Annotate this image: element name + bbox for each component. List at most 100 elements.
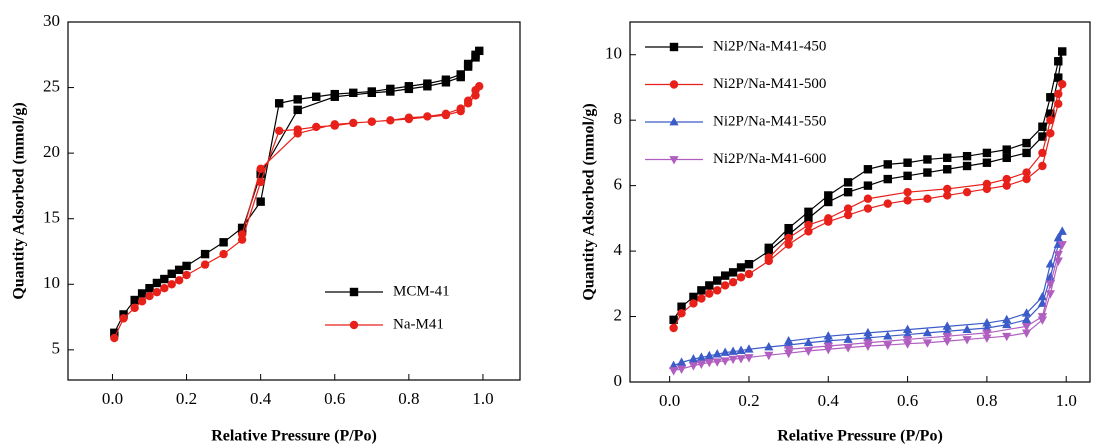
marker bbox=[386, 87, 395, 96]
marker bbox=[677, 302, 686, 311]
marker bbox=[728, 277, 738, 287]
marker bbox=[1057, 226, 1067, 235]
marker bbox=[160, 284, 169, 293]
marker bbox=[863, 204, 873, 213]
marker bbox=[669, 80, 679, 89]
marker bbox=[174, 276, 184, 285]
y-tick-label: 20 bbox=[43, 142, 60, 161]
marker bbox=[471, 85, 480, 95]
y-tick-label: 5 bbox=[52, 339, 61, 358]
marker bbox=[312, 122, 321, 132]
marker bbox=[843, 204, 853, 213]
marker bbox=[942, 332, 952, 342]
marker bbox=[696, 360, 706, 370]
marker bbox=[349, 320, 359, 330]
marker bbox=[1021, 329, 1032, 338]
y-tick-label: 10 bbox=[605, 44, 622, 63]
x-tick-label: 0.2 bbox=[738, 391, 759, 410]
x-tick-label: 1.0 bbox=[1056, 391, 1077, 410]
marker bbox=[1022, 168, 1031, 177]
marker bbox=[863, 339, 873, 348]
marker bbox=[824, 214, 833, 223]
marker bbox=[1038, 161, 1047, 171]
marker bbox=[1053, 257, 1063, 266]
marker bbox=[943, 153, 952, 163]
marker bbox=[1046, 93, 1055, 102]
marker bbox=[962, 151, 972, 161]
marker bbox=[200, 260, 210, 269]
marker bbox=[145, 291, 154, 301]
x-tick-label: 0.6 bbox=[897, 391, 918, 410]
marker bbox=[784, 336, 794, 345]
marker bbox=[903, 187, 912, 197]
marker bbox=[1057, 241, 1067, 250]
marker bbox=[137, 289, 147, 298]
x-axis-label: Relative Pressure (P/Po) bbox=[777, 428, 943, 445]
x-tick-label: 0.4 bbox=[818, 391, 840, 410]
marker bbox=[456, 72, 465, 82]
x-axis-label: Relative Pressure (P/Po) bbox=[211, 428, 377, 445]
marker bbox=[256, 197, 265, 206]
marker bbox=[669, 156, 679, 165]
marker bbox=[982, 329, 992, 338]
marker bbox=[764, 351, 774, 361]
marker bbox=[145, 284, 154, 293]
legend-label: Ni2P/Na-M41-500 bbox=[713, 76, 826, 92]
marker bbox=[804, 220, 813, 230]
marker bbox=[883, 160, 892, 169]
marker bbox=[1038, 148, 1047, 158]
marker bbox=[423, 82, 432, 91]
marker bbox=[712, 358, 722, 367]
marker bbox=[1002, 319, 1012, 329]
marker bbox=[167, 280, 176, 289]
marker bbox=[712, 349, 722, 358]
marker bbox=[697, 294, 706, 303]
marker bbox=[1046, 129, 1055, 138]
marker bbox=[110, 333, 119, 343]
y-tick-label: 4 bbox=[614, 240, 623, 259]
plot-frame bbox=[67, 21, 521, 381]
marker bbox=[1046, 109, 1055, 118]
marker bbox=[471, 50, 480, 59]
marker bbox=[982, 322, 992, 332]
marker bbox=[293, 105, 302, 115]
marker bbox=[962, 324, 972, 333]
marker bbox=[312, 92, 321, 101]
marker bbox=[1022, 138, 1031, 148]
marker bbox=[330, 92, 339, 101]
marker bbox=[943, 165, 952, 174]
marker bbox=[423, 112, 432, 121]
marker bbox=[1054, 89, 1063, 99]
series-line bbox=[113, 85, 480, 339]
marker bbox=[330, 120, 339, 129]
y-axis-label: Quantity Adsorbed (mmol/g) bbox=[581, 103, 598, 300]
legend-label: Na-M41 bbox=[393, 316, 444, 332]
marker bbox=[902, 329, 913, 338]
marker bbox=[903, 196, 912, 205]
marker bbox=[677, 309, 686, 318]
marker bbox=[349, 287, 359, 297]
marker bbox=[784, 345, 794, 355]
legend-label: Ni2P/Na-M41-550 bbox=[713, 113, 826, 129]
marker bbox=[219, 238, 228, 247]
marker bbox=[130, 295, 139, 305]
marker bbox=[404, 114, 414, 124]
marker bbox=[349, 88, 358, 98]
marker bbox=[182, 261, 191, 271]
marker bbox=[784, 240, 793, 249]
marker bbox=[110, 328, 119, 337]
marker bbox=[942, 326, 952, 335]
marker bbox=[697, 286, 706, 295]
marker bbox=[1058, 47, 1067, 56]
marker bbox=[705, 281, 714, 290]
marker bbox=[1046, 115, 1055, 125]
marker bbox=[736, 263, 746, 272]
marker bbox=[843, 187, 853, 197]
marker bbox=[736, 273, 746, 282]
marker bbox=[1021, 314, 1032, 324]
marker bbox=[676, 357, 687, 366]
marker bbox=[1045, 290, 1055, 299]
marker bbox=[274, 126, 284, 136]
marker bbox=[720, 281, 730, 290]
marker bbox=[293, 95, 302, 104]
